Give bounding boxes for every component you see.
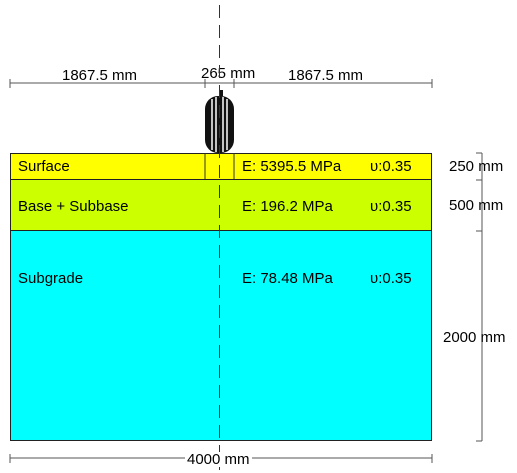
layer-subgrade-name: Subgrade <box>18 270 84 287</box>
contact-lines <box>204 153 235 179</box>
layer-surface-poisson: υ:0.35 <box>370 158 412 175</box>
layer-subgrade-modulus: E: 78.48 MPa <box>242 270 333 287</box>
layer-surface-name: Surface <box>18 158 70 175</box>
top-dimension-line <box>9 79 433 88</box>
layer-base-poisson: υ:0.35 <box>370 198 412 215</box>
layer-base-modulus: E: 196.2 MPa <box>242 198 333 215</box>
layer-base-name: Base + Subbase <box>18 198 129 215</box>
layer-subgrade <box>10 230 432 441</box>
layer-surface-modulus: E: 5395.5 MPa <box>242 158 342 175</box>
dim-center-label: 265 mm <box>201 65 256 82</box>
tire-icon <box>205 90 234 153</box>
thickness-dimension-line <box>476 152 483 442</box>
dim-left-label: 1867.5 mm <box>62 67 138 84</box>
layer-base-subbase <box>10 179 432 231</box>
dim-bottom-label: 4000 mm <box>185 451 252 468</box>
dim-right-label: 1867.5 mm <box>288 67 364 84</box>
thickness-subgrade-label: 2000 mm <box>443 329 506 346</box>
thickness-surface-label: 250 mm <box>449 158 504 175</box>
thickness-base-label: 500 mm <box>449 197 504 214</box>
layer-subgrade-poisson: υ:0.35 <box>370 270 412 287</box>
